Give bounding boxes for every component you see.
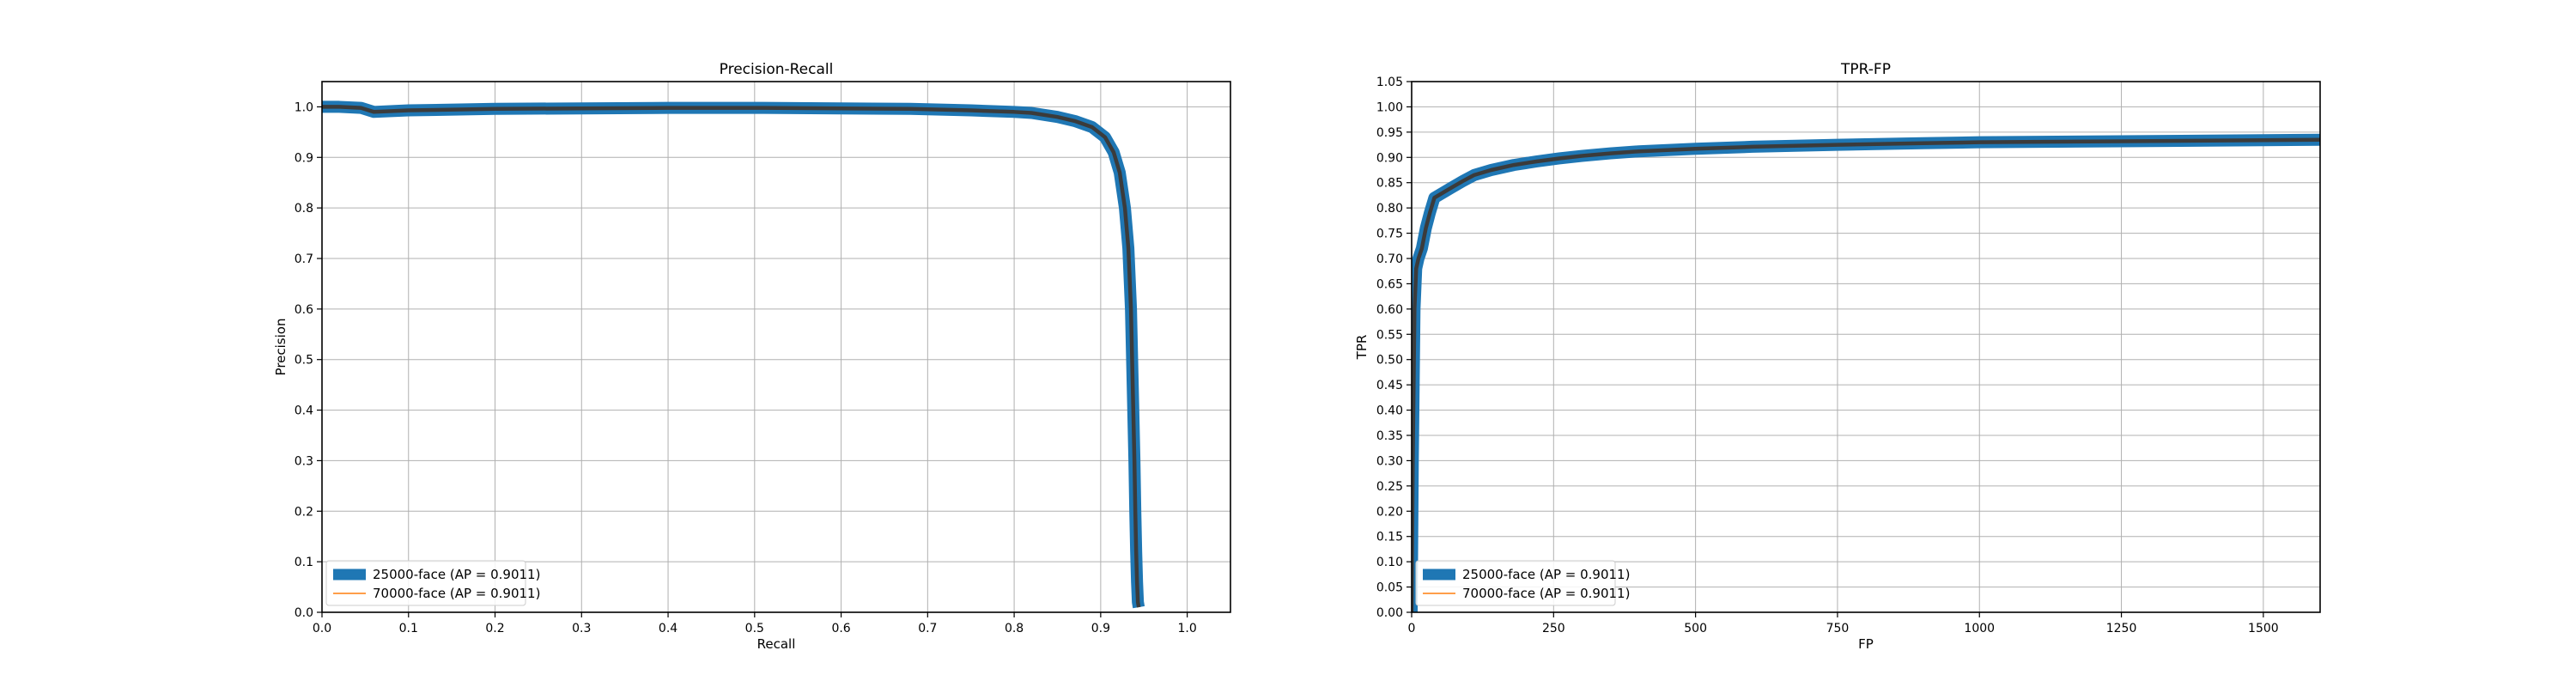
x-tick-label: 250 xyxy=(1542,622,1565,635)
x-tick-label: 1.0 xyxy=(1177,622,1196,635)
y-tick-label: 0.90 xyxy=(1376,151,1403,165)
tpr-fp-plot-frame xyxy=(1411,81,2321,613)
legend-entry-70000-face: 70000-face (AP = 0.9011) xyxy=(1462,586,1630,601)
x-tick-label: 0.5 xyxy=(745,622,764,635)
y-tick-label: 0.00 xyxy=(1376,606,1403,620)
x-tick-label: 1500 xyxy=(2248,622,2279,635)
precision-recall-legend: 25000-face (AP = 0.9011) 70000-face (AP … xyxy=(325,560,540,606)
precision-recall-grid xyxy=(322,82,1230,612)
y-tick-label: 0.5 xyxy=(295,354,313,368)
y-tick-label: 0.75 xyxy=(1376,228,1403,241)
precision-recall-plot-frame xyxy=(321,81,1231,613)
x-tick-label: 1250 xyxy=(2106,622,2137,635)
y-tick-label: 0.2 xyxy=(295,505,313,519)
legend-box xyxy=(1415,560,1616,606)
series-line-25000-face-ap-0-9011 xyxy=(1412,133,2320,612)
y-tick-label: 0.50 xyxy=(1376,354,1403,368)
y-tick-label: 0.45 xyxy=(1376,379,1403,392)
tpr-fp-ticks: 0 250 500 750 1000 1250 1500 0.00 0.05 0.10 0.15 0.… xyxy=(1376,76,2279,635)
y-tick-label: 0.85 xyxy=(1376,177,1403,191)
series-line-25000-face-ap-0-9011 xyxy=(322,100,1145,609)
y-tick-label: 0.95 xyxy=(1376,126,1403,140)
y-tick-label: 0.35 xyxy=(1376,429,1403,443)
y-tick-label: 0.70 xyxy=(1376,252,1403,266)
y-tick-label: 0.80 xyxy=(1376,202,1403,216)
y-tick-label: 0.05 xyxy=(1376,581,1403,595)
legend-entry-25000-face: 25000-face (AP = 0.9011) xyxy=(1462,567,1630,582)
x-tick-label: 0.6 xyxy=(831,622,850,635)
y-tick-label: 0.1 xyxy=(295,556,313,569)
y-tick-label: 0.7 xyxy=(295,252,313,266)
y-tick-label: 0.6 xyxy=(295,303,313,317)
series-clip-group xyxy=(1412,133,2320,612)
tpr-fp-title: TPR-FP xyxy=(1840,61,1891,78)
y-tick-label: 0.4 xyxy=(295,404,313,418)
precision-recall-x-axis-label: Recall xyxy=(757,636,796,652)
tpr-fp-y-axis-label: TPR xyxy=(1354,335,1370,361)
x-tick-label: 0.7 xyxy=(918,622,937,635)
precision-recall-title: Precision-Recall xyxy=(720,61,834,78)
y-tick-label: 0.25 xyxy=(1376,480,1403,494)
tpr-fp-series xyxy=(1412,133,2320,612)
x-tick-label: 0.8 xyxy=(1005,622,1024,635)
legend-box xyxy=(325,560,526,606)
series-line-70000-face-ap-0-9011 xyxy=(1412,137,2320,612)
y-tick-label: 0.40 xyxy=(1376,404,1403,418)
precision-recall-series xyxy=(322,100,1145,609)
legend-entry-25000-face: 25000-face (AP = 0.9011) xyxy=(373,567,540,582)
x-tick-label: 0.2 xyxy=(485,622,504,635)
series-line-70000-face-ap-0-9011 xyxy=(322,105,1141,608)
y-tick-label: 0.10 xyxy=(1376,556,1403,569)
x-tick-label: 0.3 xyxy=(572,622,591,635)
x-tick-label: 750 xyxy=(1826,622,1850,635)
x-tick-label: 1000 xyxy=(1964,622,1995,635)
x-tick-label: 0.9 xyxy=(1091,622,1110,635)
tpr-fp-legend: 25000-face (AP = 0.9011) 70000-face (AP … xyxy=(1415,560,1630,606)
y-tick-label: 0.55 xyxy=(1376,328,1403,342)
precision-recall-y-axis-label: Precision xyxy=(273,319,289,376)
y-tick-label: 1.00 xyxy=(1376,100,1403,114)
x-tick-label: 0 xyxy=(1408,622,1416,635)
precision-recall-ticks: 0.0 0.1 0.2 0.3 0.4 0.5 0.6 0.7 0.8 0.9 1.0 0.0 0.1 0… xyxy=(295,100,1197,635)
y-tick-label: 0.20 xyxy=(1376,505,1403,519)
x-tick-label: 0.1 xyxy=(399,622,418,635)
y-tick-label: 0.65 xyxy=(1376,277,1403,291)
y-tick-label: 0.15 xyxy=(1376,531,1403,544)
y-tick-label: 0.9 xyxy=(295,151,313,165)
y-tick-label: 1.05 xyxy=(1376,76,1403,89)
y-tick-label: 0.30 xyxy=(1376,454,1403,468)
tpr-fp-chart: 0 250 500 750 1000 1250 1500 0.00 0.05 0.10 0.15 0.… xyxy=(1354,61,2321,652)
x-tick-label: 0.4 xyxy=(659,622,677,635)
y-tick-label: 0.60 xyxy=(1376,303,1403,317)
x-tick-label: 500 xyxy=(1684,622,1707,635)
y-tick-label: 0.8 xyxy=(295,202,313,216)
series-clip-group xyxy=(322,100,1145,609)
y-tick-label: 0.3 xyxy=(295,454,313,468)
precision-recall-chart: 0.0 0.1 0.2 0.3 0.4 0.5 0.6 0.7 0.8 0.9 1.0 0.0 0.1 0… xyxy=(273,61,1231,652)
legend-entry-70000-face: 70000-face (AP = 0.9011) xyxy=(373,586,540,601)
y-tick-label: 0.0 xyxy=(295,606,313,620)
y-tick-label: 1.0 xyxy=(295,100,313,114)
x-tick-label: 0.0 xyxy=(313,622,331,635)
tpr-fp-x-axis-label: FP xyxy=(1858,636,1874,652)
